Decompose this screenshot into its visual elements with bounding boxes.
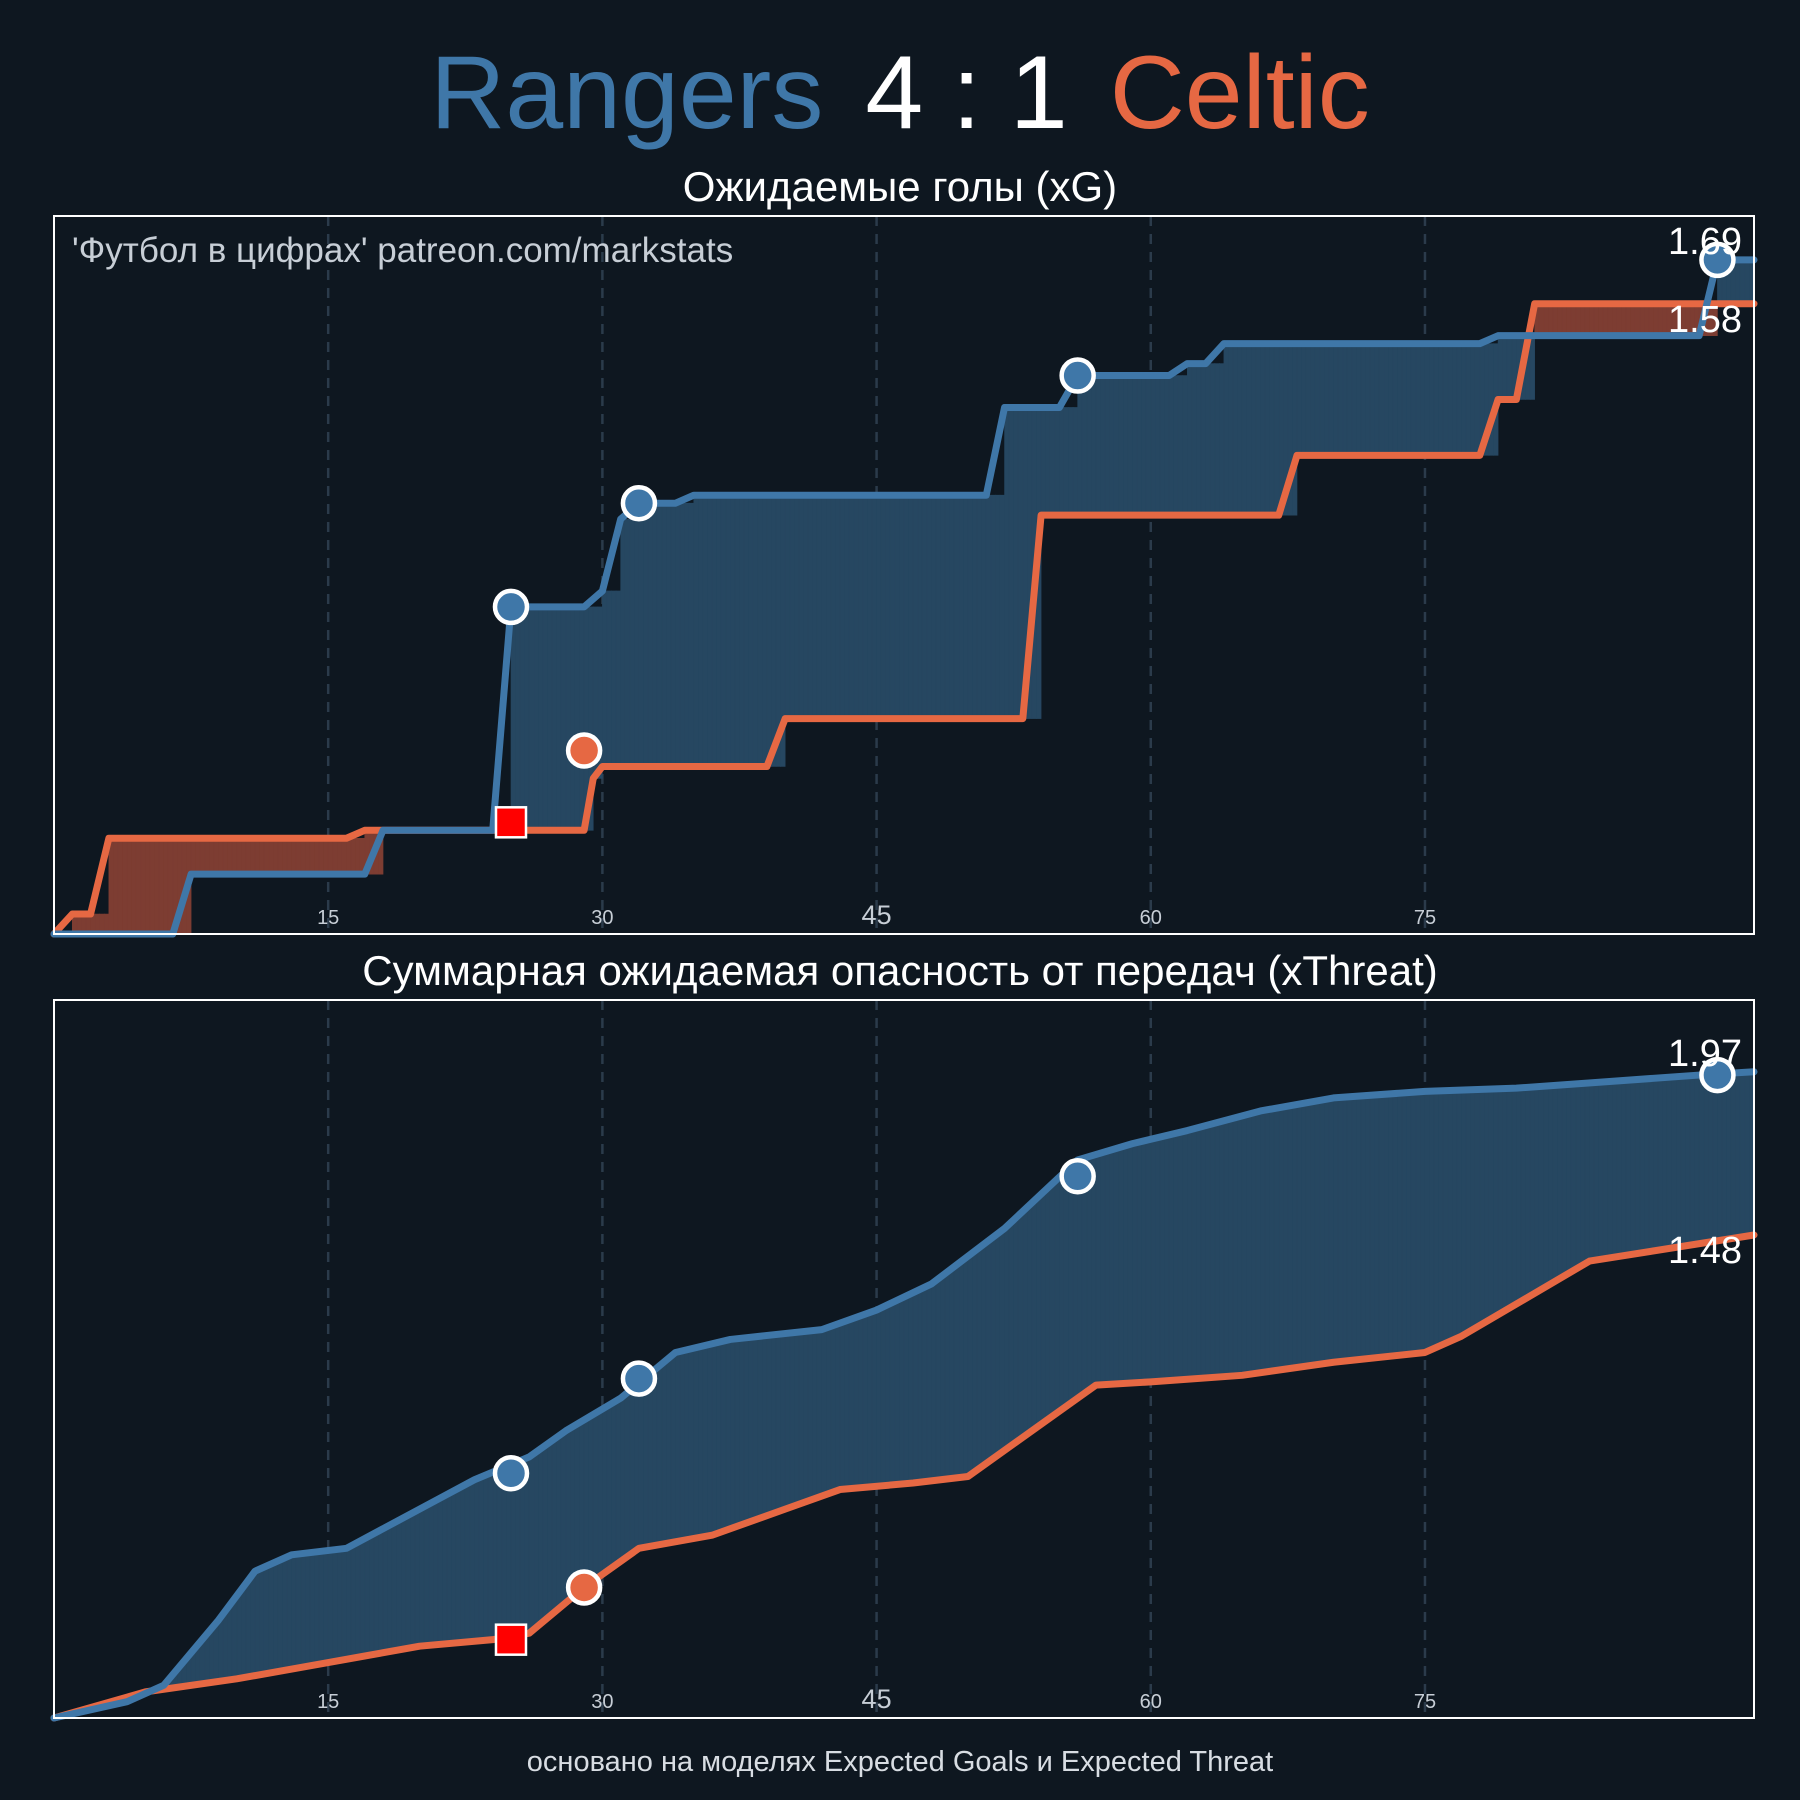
home-goal-marker: [492, 1454, 530, 1492]
x-tick-label: 45: [862, 900, 892, 930]
away-team-name: Celtic: [1109, 35, 1370, 151]
x-tick-label: 60: [1140, 1691, 1162, 1713]
xthreat-chart-title: Суммарная ожидаемая опасность от передач…: [362, 947, 1438, 994]
footer-note: основано на моделях Expected Goals и Exp…: [526, 1746, 1274, 1778]
xg-chart-title: Ожидаемые голы (xG): [682, 163, 1118, 210]
x-tick-label: 75: [1414, 907, 1436, 929]
home-goal-marker: [620, 484, 658, 522]
fill-between: [54, 259, 1754, 934]
x-tick-label: 30: [591, 1691, 613, 1713]
away-end-value: 1.58: [1668, 299, 1742, 341]
home-end-value: 1.97: [1668, 1033, 1742, 1075]
away-series-line: [50, 300, 1758, 938]
away-goal-marker: [565, 1569, 603, 1606]
x-tick-label: 15: [317, 1691, 339, 1713]
home-goal-marker: [492, 588, 530, 626]
home-goal-marker: [1699, 1056, 1736, 1094]
x-tick-label: 15: [317, 907, 339, 929]
home-series-line: [50, 1068, 1758, 1722]
chart-frame: [53, 215, 1755, 935]
x-tick-label: 45: [862, 1684, 892, 1714]
away-end-value: 1.48: [1668, 1230, 1742, 1272]
x-tick-label: 30: [591, 907, 613, 929]
match-title: Rangers 4 : 1 Celtic: [0, 28, 1800, 158]
red-card-marker: [494, 1623, 528, 1656]
match-score: 4 : 1: [865, 35, 1068, 151]
away-series-line: [50, 1231, 1758, 1722]
watermark: 'Футбол в цифрах' patreon.com/markstats: [72, 231, 733, 270]
home-goal-marker: [620, 1360, 658, 1397]
home-goal-marker: [1059, 357, 1096, 394]
chart-panel-0: 15 30 45 60 75 'Футбол в цифрах' patreon.com/…: [50, 215, 1758, 938]
x-tick-label: 75: [1414, 1691, 1436, 1713]
home-series-line: [50, 256, 1758, 938]
away-goal-marker: [565, 732, 603, 769]
chart-frame: [53, 999, 1755, 1719]
fill-between: [54, 1071, 1754, 1718]
home-end-value: 1.69: [1668, 221, 1742, 263]
home-goal-marker: [1059, 1157, 1096, 1195]
home-goal-marker: [1699, 241, 1736, 279]
chart-panel-1: 15 30 45 60 75 1.97 1.48: [50, 999, 1758, 1722]
red-card-marker: [494, 806, 528, 839]
home-team-name: Rangers: [430, 35, 824, 151]
x-tick-label: 60: [1140, 907, 1162, 929]
